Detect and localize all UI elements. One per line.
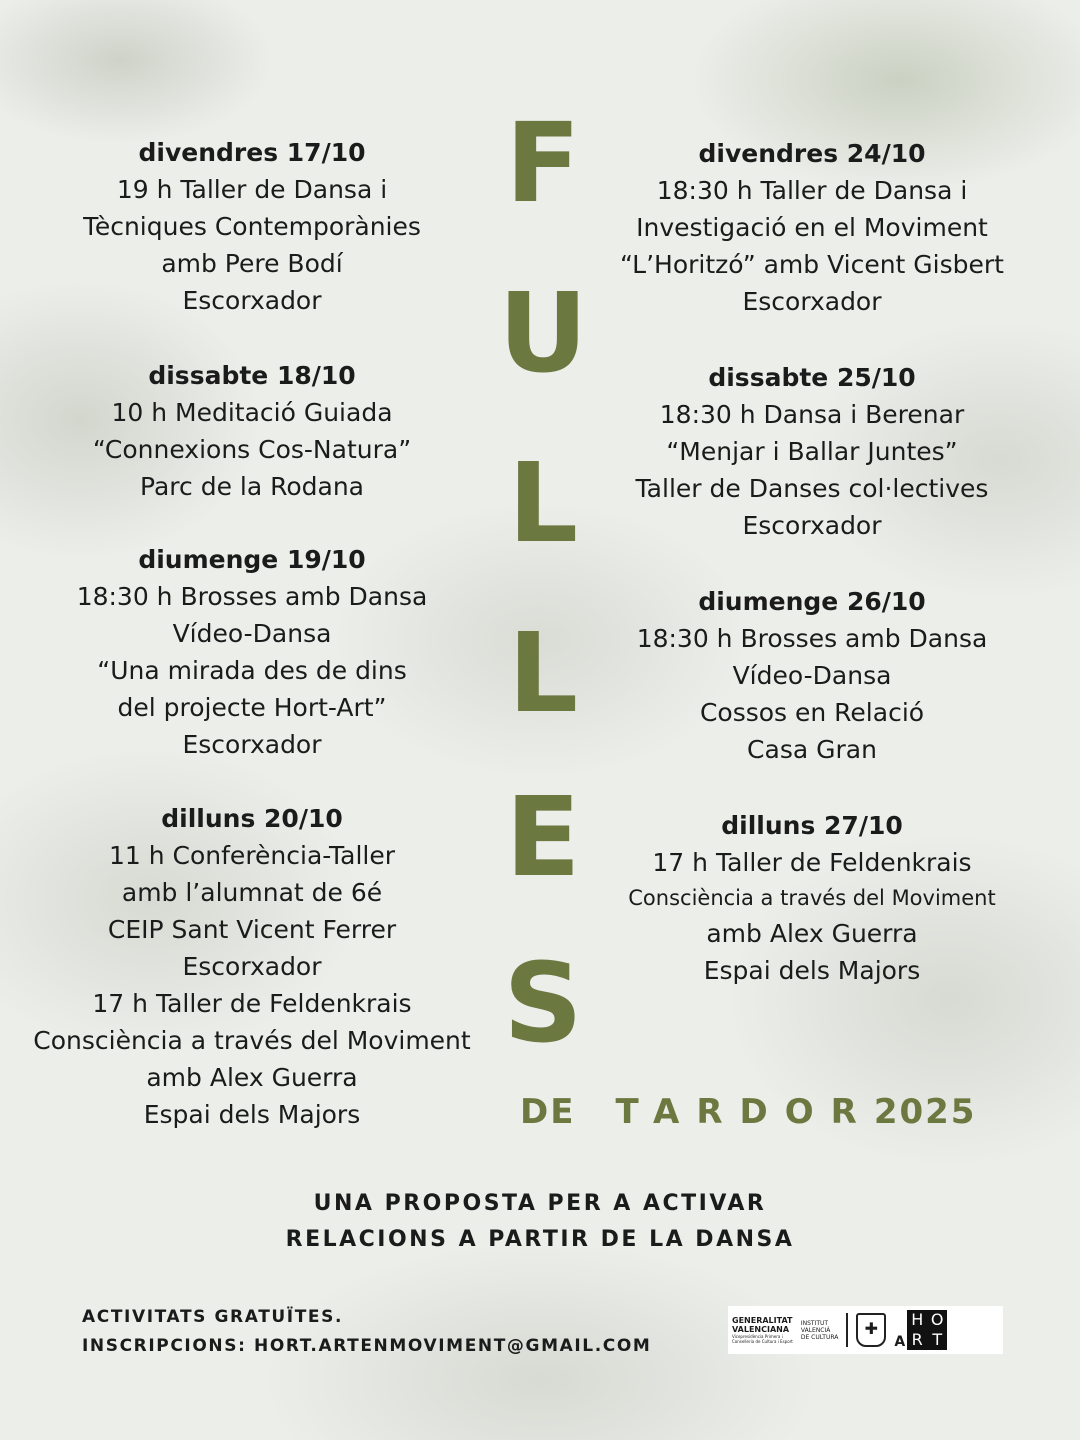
event-detail: 17 h Taller de Feldenkrais [652,848,972,877]
logo-text: T [932,1330,943,1349]
logo-text: INSTITUT [800,1319,829,1327]
logo-divider [846,1313,849,1347]
tagline: UNA PROPOSTA PER A ACTIVAR RELACIONS A P… [0,1186,1080,1258]
coat-of-arms-icon: ✚ [856,1313,887,1347]
event-block: divendres 24/10 18:30 h Taller de Dansa i… [552,135,1072,320]
event-block: dilluns 27/10 17 h Taller de Feldenkrais C… [552,807,1072,989]
logo-text: Conselleria de Cultura i Esport [732,1339,793,1344]
logo-text: R [911,1330,923,1349]
event-detail: 18:30 h Taller de Dansa i [656,176,968,205]
event-block: divendres 17/10 19 h Taller de Dansa i Tèc… [0,134,512,319]
event-detail: amb l’alumnat de 6é [121,878,383,907]
sponsor-logos: GENERALITAT VALENCIANA Vicepresidència P… [728,1306,1003,1354]
event-detail: “Menjar i Ballar Juntes” [666,437,958,466]
logo-text: H [911,1310,924,1329]
event-detail: 18:30 h Dansa i Berenar [659,400,965,429]
event-block: dissabte 18/10 10 h Meditació Guiada “Conn… [0,357,512,505]
event-detail: “L’Horitzó” amb Vicent Gisbert [620,250,1004,279]
event-date: divendres 24/10 [698,139,926,168]
subtitle-year: 2025 [873,1092,977,1132]
event-block: dissabte 25/10 18:30 h Dansa i Berenar “Me… [552,359,1072,544]
event-detail: Escorxador [182,286,322,315]
event-detail: Vídeo-Dansa [732,661,892,690]
event-detail: Parc de la Rodana [140,472,364,501]
event-date: dissabte 18/10 [148,361,356,390]
event-detail: Taller de Danses col·lectives [635,474,989,503]
registration-email[interactable]: INSCRIPCIONS: HORT.ARTENMOVIMENT@GMAIL.C… [82,1336,652,1356]
event-detail: 18:30 h Brosses amb Dansa [76,582,428,611]
event-detail: Espai dels Majors [143,1100,361,1129]
event-detail: 18:30 h Brosses amb Dansa [636,624,988,653]
event-date: diumenge 19/10 [138,545,366,574]
title-letter: U [498,269,588,397]
title-letter: L [507,439,579,567]
event-date: diumenge 26/10 [698,587,926,616]
event-detail: CEIP Sant Vicent Ferrer [107,915,397,944]
event-detail: “Una mirada des de dins [97,656,407,685]
event-detail: Cossos en Relació [699,698,925,727]
logo-text: VALENCIÀ [800,1326,831,1334]
event-date: dilluns 27/10 [721,811,903,840]
title-letter: F [505,99,581,227]
event-detail: del projecte Hort-Art” [117,693,387,722]
event-detail: Escorxador [742,287,882,316]
event-detail: Consciència a través del Moviment [628,886,996,910]
event-detail: Escorxador [742,511,882,540]
logo-text: Vicepresidència Primera i [732,1334,783,1339]
event-date: dilluns 20/10 [161,804,343,833]
event-detail: Escorxador [182,730,322,759]
event-detail: Consciència a través del Moviment [33,1026,471,1055]
event-detail: Espai dels Majors [703,956,921,985]
event-detail: 11 h Conferència-Taller [108,841,396,870]
event-detail: amb Alex Guerra [706,919,918,948]
title-letter: S [503,939,583,1067]
event-detail: amb Alex Guerra [146,1063,358,1092]
logo-text: GENERALITAT [732,1316,793,1325]
footer-info: ACTIVITATS GRATUÏTES. INSCRIPCIONS: HORT… [82,1303,651,1361]
ivc-logo: INSTITUT VALENCIÀ DE CULTURA [801,1320,839,1341]
tagline-line: RELACIONS A PARTIR DE LA DANSA [285,1227,795,1252]
event-block: diumenge 19/10 18:30 h Brosses amb Dansa V… [0,541,512,763]
generalitat-logo: GENERALITAT VALENCIANA Vicepresidència P… [732,1316,793,1344]
event-block: dilluns 20/10 11 h Conferència-Taller amb … [0,800,512,1133]
subtitle-tardor: TARDOR [615,1092,874,1132]
logo-text: DE CULTURA [800,1333,839,1341]
event-detail: 19 h Taller de Dansa i [116,175,388,204]
event-detail: 17 h Taller de Feldenkrais [92,989,412,1018]
event-detail: Investigació en el Moviment [636,213,988,242]
event-detail: amb Pere Bodí [161,249,343,278]
event-detail: Escorxador [182,952,322,981]
event-date: divendres 17/10 [138,138,366,167]
event-detail: Tècniques Contemporànies [83,212,421,241]
tagline-line: UNA PROPOSTA PER A ACTIVAR [313,1191,767,1216]
hort-art-logo: A H O R T [894,1310,948,1350]
event-detail: “Connexions Cos-Natura” [92,435,412,464]
event-detail: Casa Gran [747,735,877,764]
logo-text: A [894,1334,906,1350]
title-letter: E [505,773,581,901]
title-letter: L [507,609,579,737]
subtitle-de: DE [520,1092,576,1132]
event-detail: 10 h Meditació Guiada [111,398,393,427]
event-detail: Vídeo-Dansa [172,619,332,648]
event-block: diumenge 26/10 18:30 h Brosses amb Dansa V… [552,583,1072,768]
logo-text: O [930,1310,944,1329]
logo-text: VALENCIANA [732,1325,790,1334]
subtitle: DE TARDOR2025 [520,1092,976,1132]
free-activities-note: ACTIVITATS GRATUÏTES. [82,1307,344,1327]
event-date: dissabte 25/10 [708,363,916,392]
